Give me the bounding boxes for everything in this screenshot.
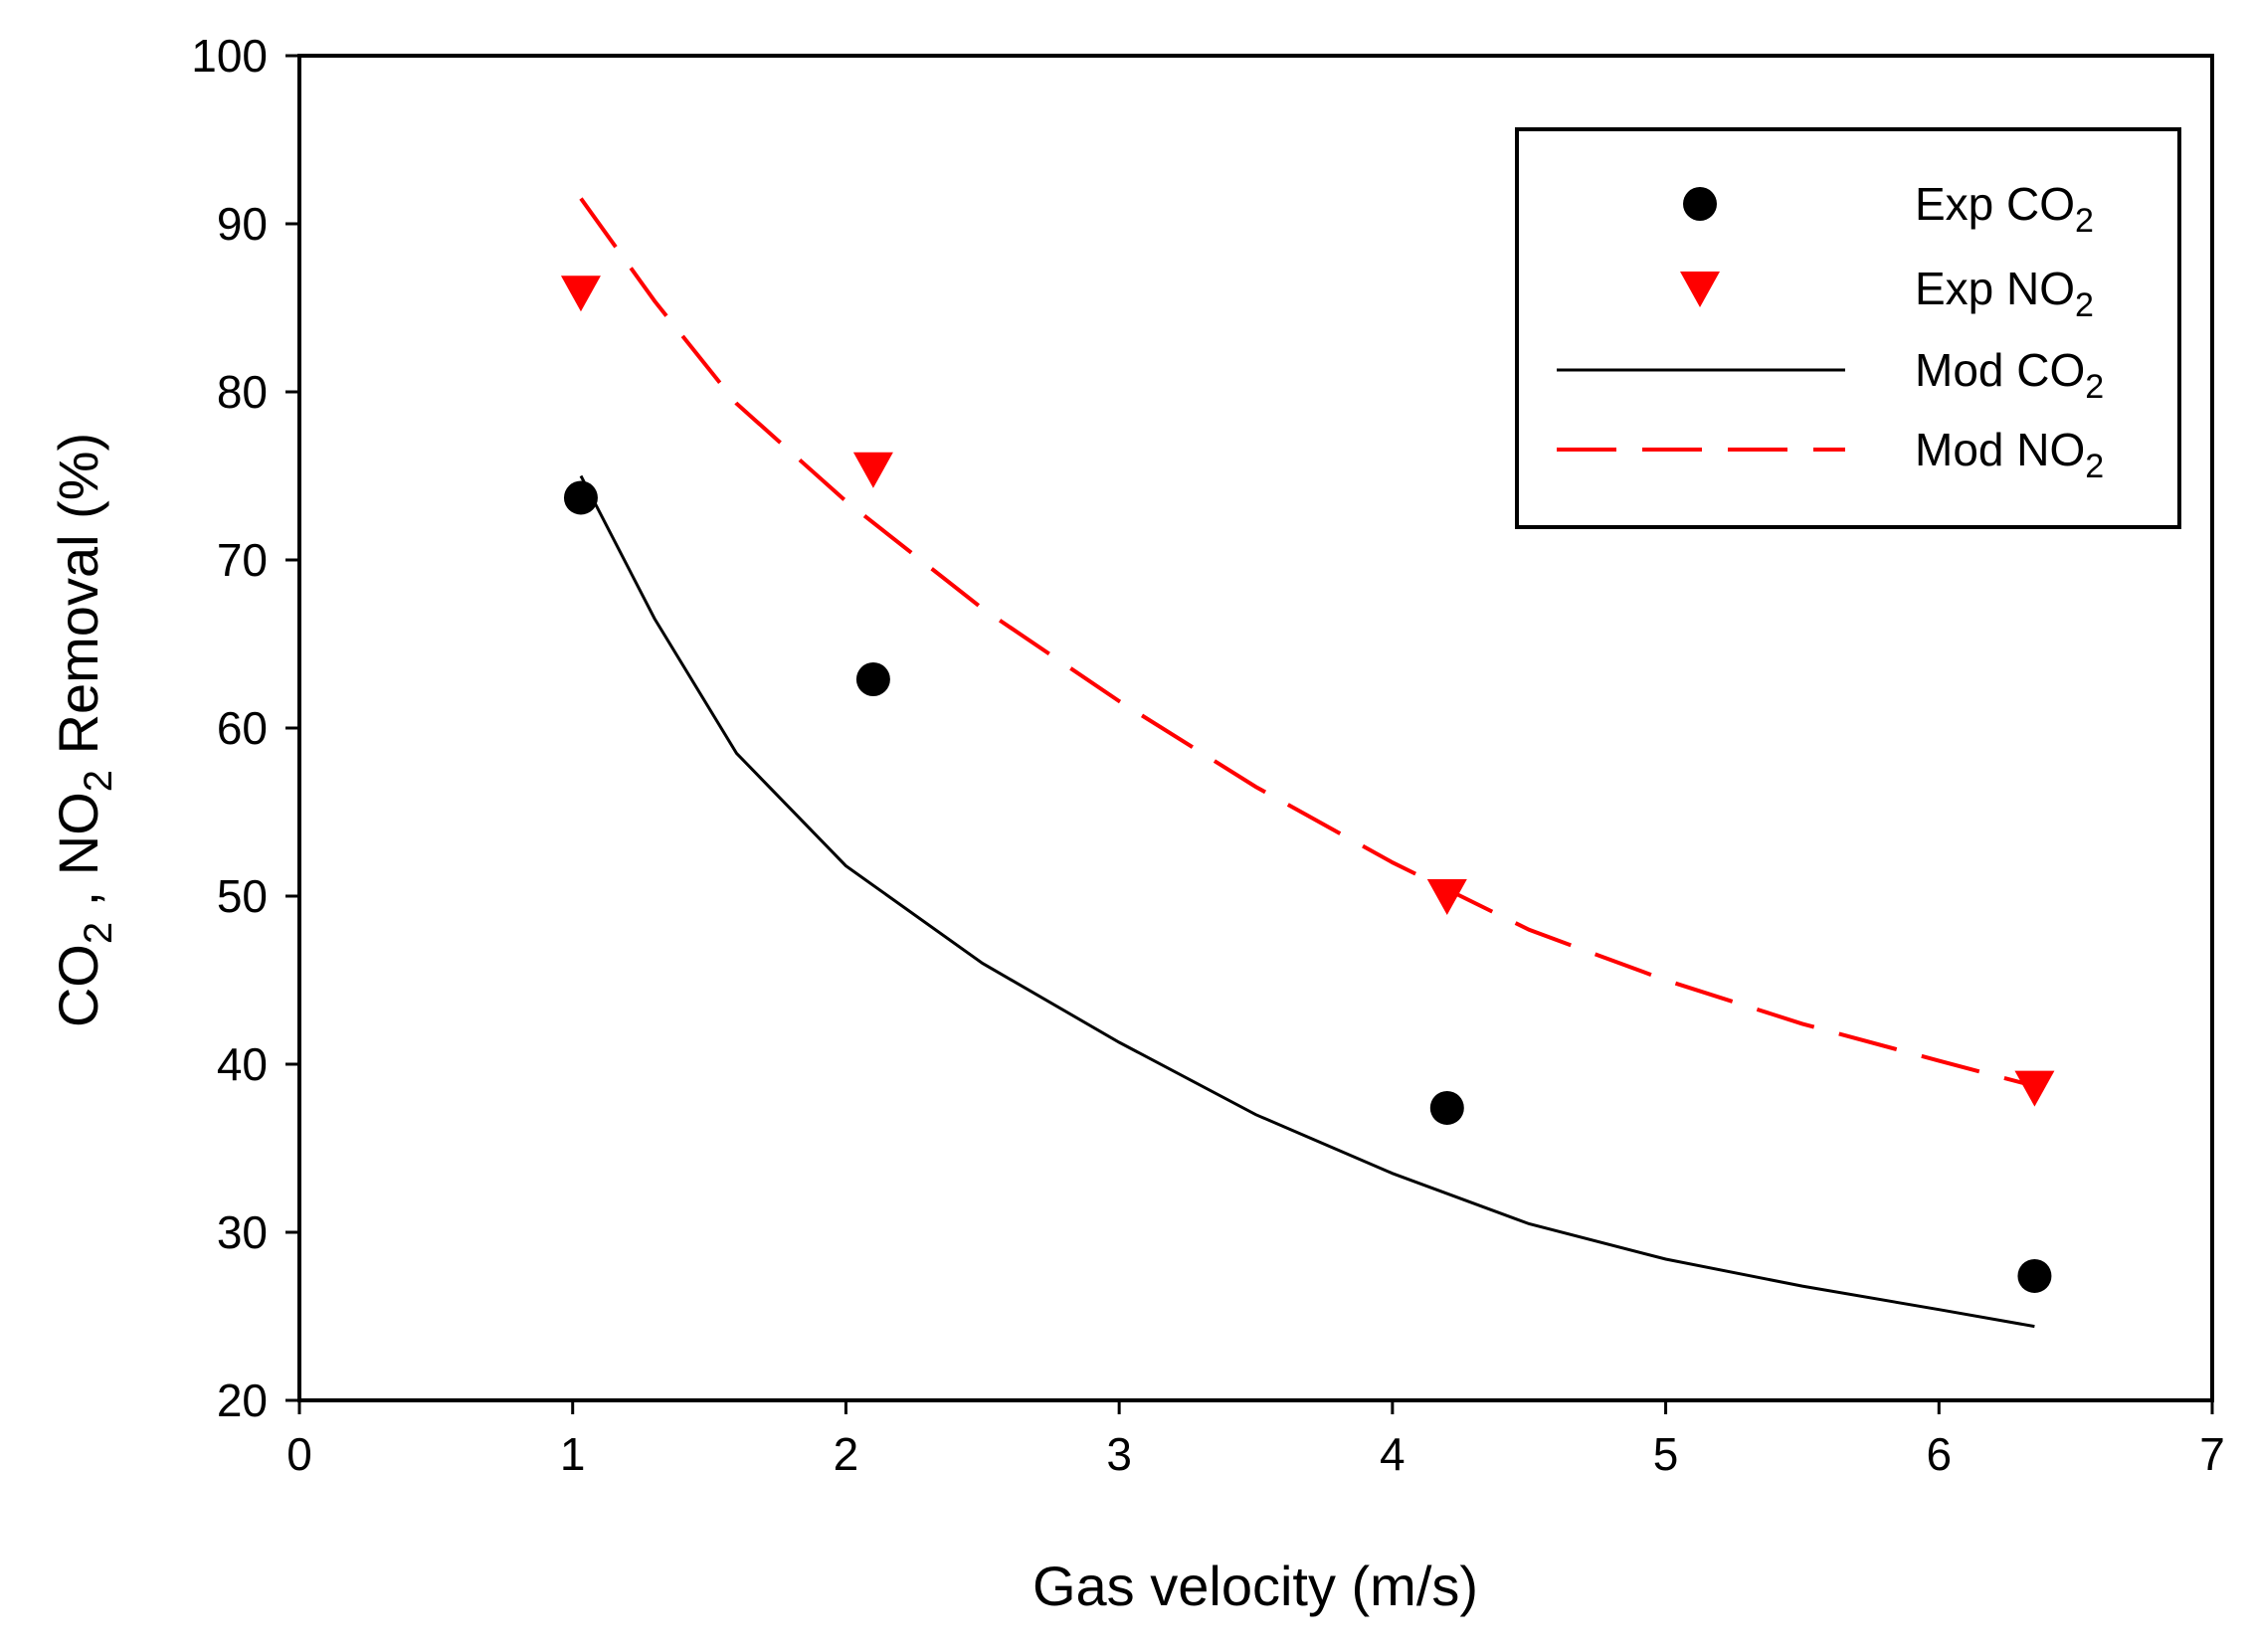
legend-item-expco-label: Exp CO2 (1915, 178, 2094, 240)
series-layer (560, 197, 2055, 1329)
legend-box (1515, 127, 2181, 529)
y-tick-label: 40 (217, 1038, 268, 1090)
data-point-expno (1426, 879, 1467, 915)
y-tick-label: 100 (191, 30, 268, 82)
data-point-expno (560, 275, 601, 312)
legend-item-expno-symbol (1680, 272, 1720, 307)
legend-item-modno-label: Mod NO2 (1915, 424, 2104, 485)
x-tick-label: 7 (2199, 1428, 2225, 1480)
y-tick-label: 50 (217, 870, 268, 922)
y-tick-label: 80 (217, 366, 268, 418)
data-point-expco (1429, 1090, 1464, 1125)
legend-item-expno-label: Exp NO2 (1915, 263, 2094, 324)
x-axis-ticks: 0 1 2 3 4 5 6 7 (286, 1400, 2225, 1480)
data-point-expco (855, 661, 890, 696)
x-tick-label: 4 (1380, 1428, 1406, 1480)
x-tick-label: 3 (1106, 1428, 1132, 1480)
x-tick-label: 5 (1653, 1428, 1679, 1480)
data-point-expco (2017, 1258, 2052, 1293)
series-line-modno (579, 197, 2035, 1088)
y-axis-title: CO2 , NO2 Removal (%) (47, 433, 120, 1027)
y-tick-label: 30 (217, 1206, 268, 1258)
x-tick-label: 1 (560, 1428, 586, 1480)
y-tick-label: 20 (217, 1375, 268, 1426)
data-point-expno (2014, 1070, 2055, 1107)
legend: Exp CO2 Exp NO2 Mod CO2 Mod NO2 (1515, 127, 2181, 529)
legend-item-expco-symbol (1683, 187, 1717, 221)
y-tick-label: 70 (217, 534, 268, 586)
data-point-expno (852, 452, 893, 488)
x-tick-label: 2 (834, 1428, 859, 1480)
y-tick-label: 90 (217, 198, 268, 250)
x-axis-title: Gas velocity (m/s) (1032, 1555, 1478, 1617)
x-tick-label: 6 (1926, 1428, 1952, 1480)
series-line-modco (579, 474, 2035, 1329)
y-axis-ticks: 20 30 40 50 60 70 80 90 100 (191, 30, 299, 1426)
x-tick-label: 0 (286, 1428, 312, 1480)
data-point-expco (563, 480, 598, 515)
y-tick-label: 60 (217, 702, 268, 754)
legend-item-modco-label: Mod CO2 (1915, 344, 2104, 406)
